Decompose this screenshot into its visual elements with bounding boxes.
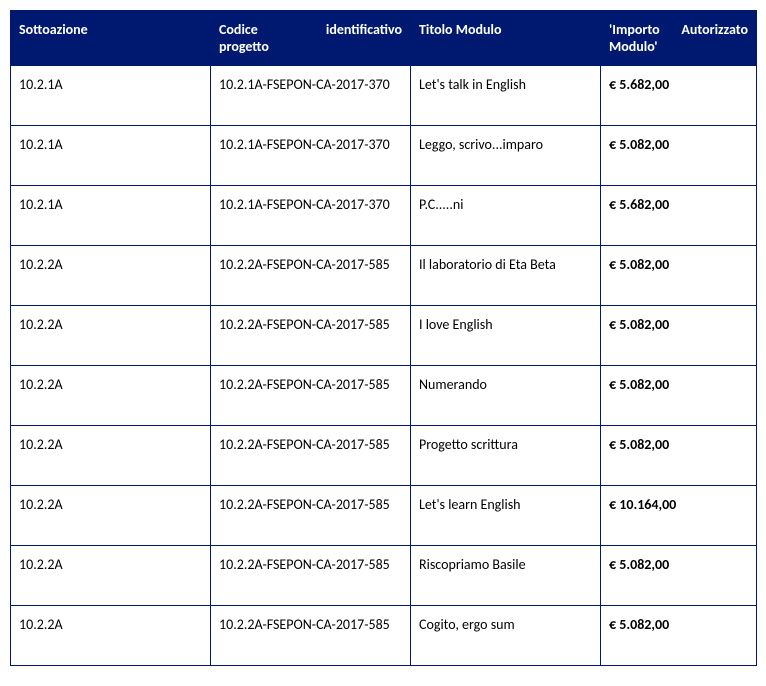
table-row: 10.2.2A10.2.2A-FSEPON-CA-2017-585Riscopr… (11, 546, 757, 606)
header-label-line1: 'Importo Autorizzato (609, 21, 748, 38)
table-row: 10.2.1A10.2.1A-FSEPON-CA-2017-370P.C....… (11, 186, 757, 246)
header-label-line2: progetto (219, 38, 402, 55)
header-label-line1: Codice identificativo (219, 21, 402, 38)
cell-codice: 10.2.2A-FSEPON-CA-2017-585 (211, 366, 411, 426)
table-row: 10.2.1A10.2.1A-FSEPON-CA-2017-370Leggo, … (11, 126, 757, 186)
cell-titolo: Let's talk in English (411, 66, 601, 126)
header-label: Sottoazione (19, 21, 88, 38)
cell-titolo: Cogito, ergo sum (411, 606, 601, 666)
header-sottoazione: Sottoazione (11, 11, 211, 66)
table-row: 10.2.2A10.2.2A-FSEPON-CA-2017-585Numeran… (11, 366, 757, 426)
cell-importo: € 5.082,00 (601, 246, 757, 306)
cell-sottoazione: 10.2.1A (11, 66, 211, 126)
cell-codice: 10.2.2A-FSEPON-CA-2017-585 (211, 426, 411, 486)
cell-sottoazione: 10.2.1A (11, 126, 211, 186)
cell-sottoazione: 10.2.2A (11, 366, 211, 426)
cell-importo: € 5.082,00 (601, 606, 757, 666)
cell-codice: 10.2.2A-FSEPON-CA-2017-585 (211, 306, 411, 366)
cell-titolo: Il laboratorio di Eta Beta (411, 246, 601, 306)
cell-titolo: Numerando (411, 366, 601, 426)
cell-titolo: I love English (411, 306, 601, 366)
cell-importo: € 5.082,00 (601, 426, 757, 486)
cell-codice: 10.2.1A-FSEPON-CA-2017-370 (211, 126, 411, 186)
table-row: 10.2.2A10.2.2A-FSEPON-CA-2017-585I love … (11, 306, 757, 366)
cell-codice: 10.2.2A-FSEPON-CA-2017-585 (211, 546, 411, 606)
header-label-line2: Modulo' (609, 38, 748, 55)
cell-importo: € 5.682,00 (601, 186, 757, 246)
cell-sottoazione: 10.2.2A (11, 306, 211, 366)
header-importo: 'Importo Autorizzato Modulo' (601, 11, 757, 66)
table-body: 10.2.1A10.2.1A-FSEPON-CA-2017-370Let's t… (11, 66, 757, 666)
cell-importo: € 5.082,00 (601, 546, 757, 606)
cell-sottoazione: 10.2.1A (11, 186, 211, 246)
cell-sottoazione: 10.2.2A (11, 606, 211, 666)
cell-titolo: Progetto scrittura (411, 426, 601, 486)
cell-codice: 10.2.1A-FSEPON-CA-2017-370 (211, 66, 411, 126)
cell-importo: € 5.682,00 (601, 66, 757, 126)
cell-sottoazione: 10.2.2A (11, 246, 211, 306)
table-row: 10.2.2A10.2.2A-FSEPON-CA-2017-585Let's l… (11, 486, 757, 546)
table-header: Sottoazione Codice identificativo proget… (11, 11, 757, 66)
table-row: 10.2.2A10.2.2A-FSEPON-CA-2017-585Cogito,… (11, 606, 757, 666)
header-titolo: Titolo Modulo (411, 11, 601, 66)
table-row: 10.2.2A10.2.2A-FSEPON-CA-2017-585Il labo… (11, 246, 757, 306)
cell-titolo: Riscopriamo Basile (411, 546, 601, 606)
cell-importo: € 5.082,00 (601, 126, 757, 186)
cell-titolo: Let's learn English (411, 486, 601, 546)
cell-sottoazione: 10.2.2A (11, 486, 211, 546)
cell-titolo: Leggo, scrivo...imparo (411, 126, 601, 186)
cell-codice: 10.2.2A-FSEPON-CA-2017-585 (211, 486, 411, 546)
table-row: 10.2.1A10.2.1A-FSEPON-CA-2017-370Let's t… (11, 66, 757, 126)
cell-importo: € 10.164,00 (601, 486, 757, 546)
cell-importo: € 5.082,00 (601, 306, 757, 366)
header-label: Titolo Modulo (419, 21, 502, 38)
cell-codice: 10.2.2A-FSEPON-CA-2017-585 (211, 606, 411, 666)
cell-titolo: P.C.....ni (411, 186, 601, 246)
data-table: Sottoazione Codice identificativo proget… (10, 10, 757, 666)
cell-codice: 10.2.1A-FSEPON-CA-2017-370 (211, 186, 411, 246)
header-codice: Codice identificativo progetto (211, 11, 411, 66)
cell-sottoazione: 10.2.2A (11, 426, 211, 486)
cell-sottoazione: 10.2.2A (11, 546, 211, 606)
header-row: Sottoazione Codice identificativo proget… (11, 11, 757, 66)
cell-codice: 10.2.2A-FSEPON-CA-2017-585 (211, 246, 411, 306)
cell-importo: € 5.082,00 (601, 366, 757, 426)
table-row: 10.2.2A10.2.2A-FSEPON-CA-2017-585Progett… (11, 426, 757, 486)
